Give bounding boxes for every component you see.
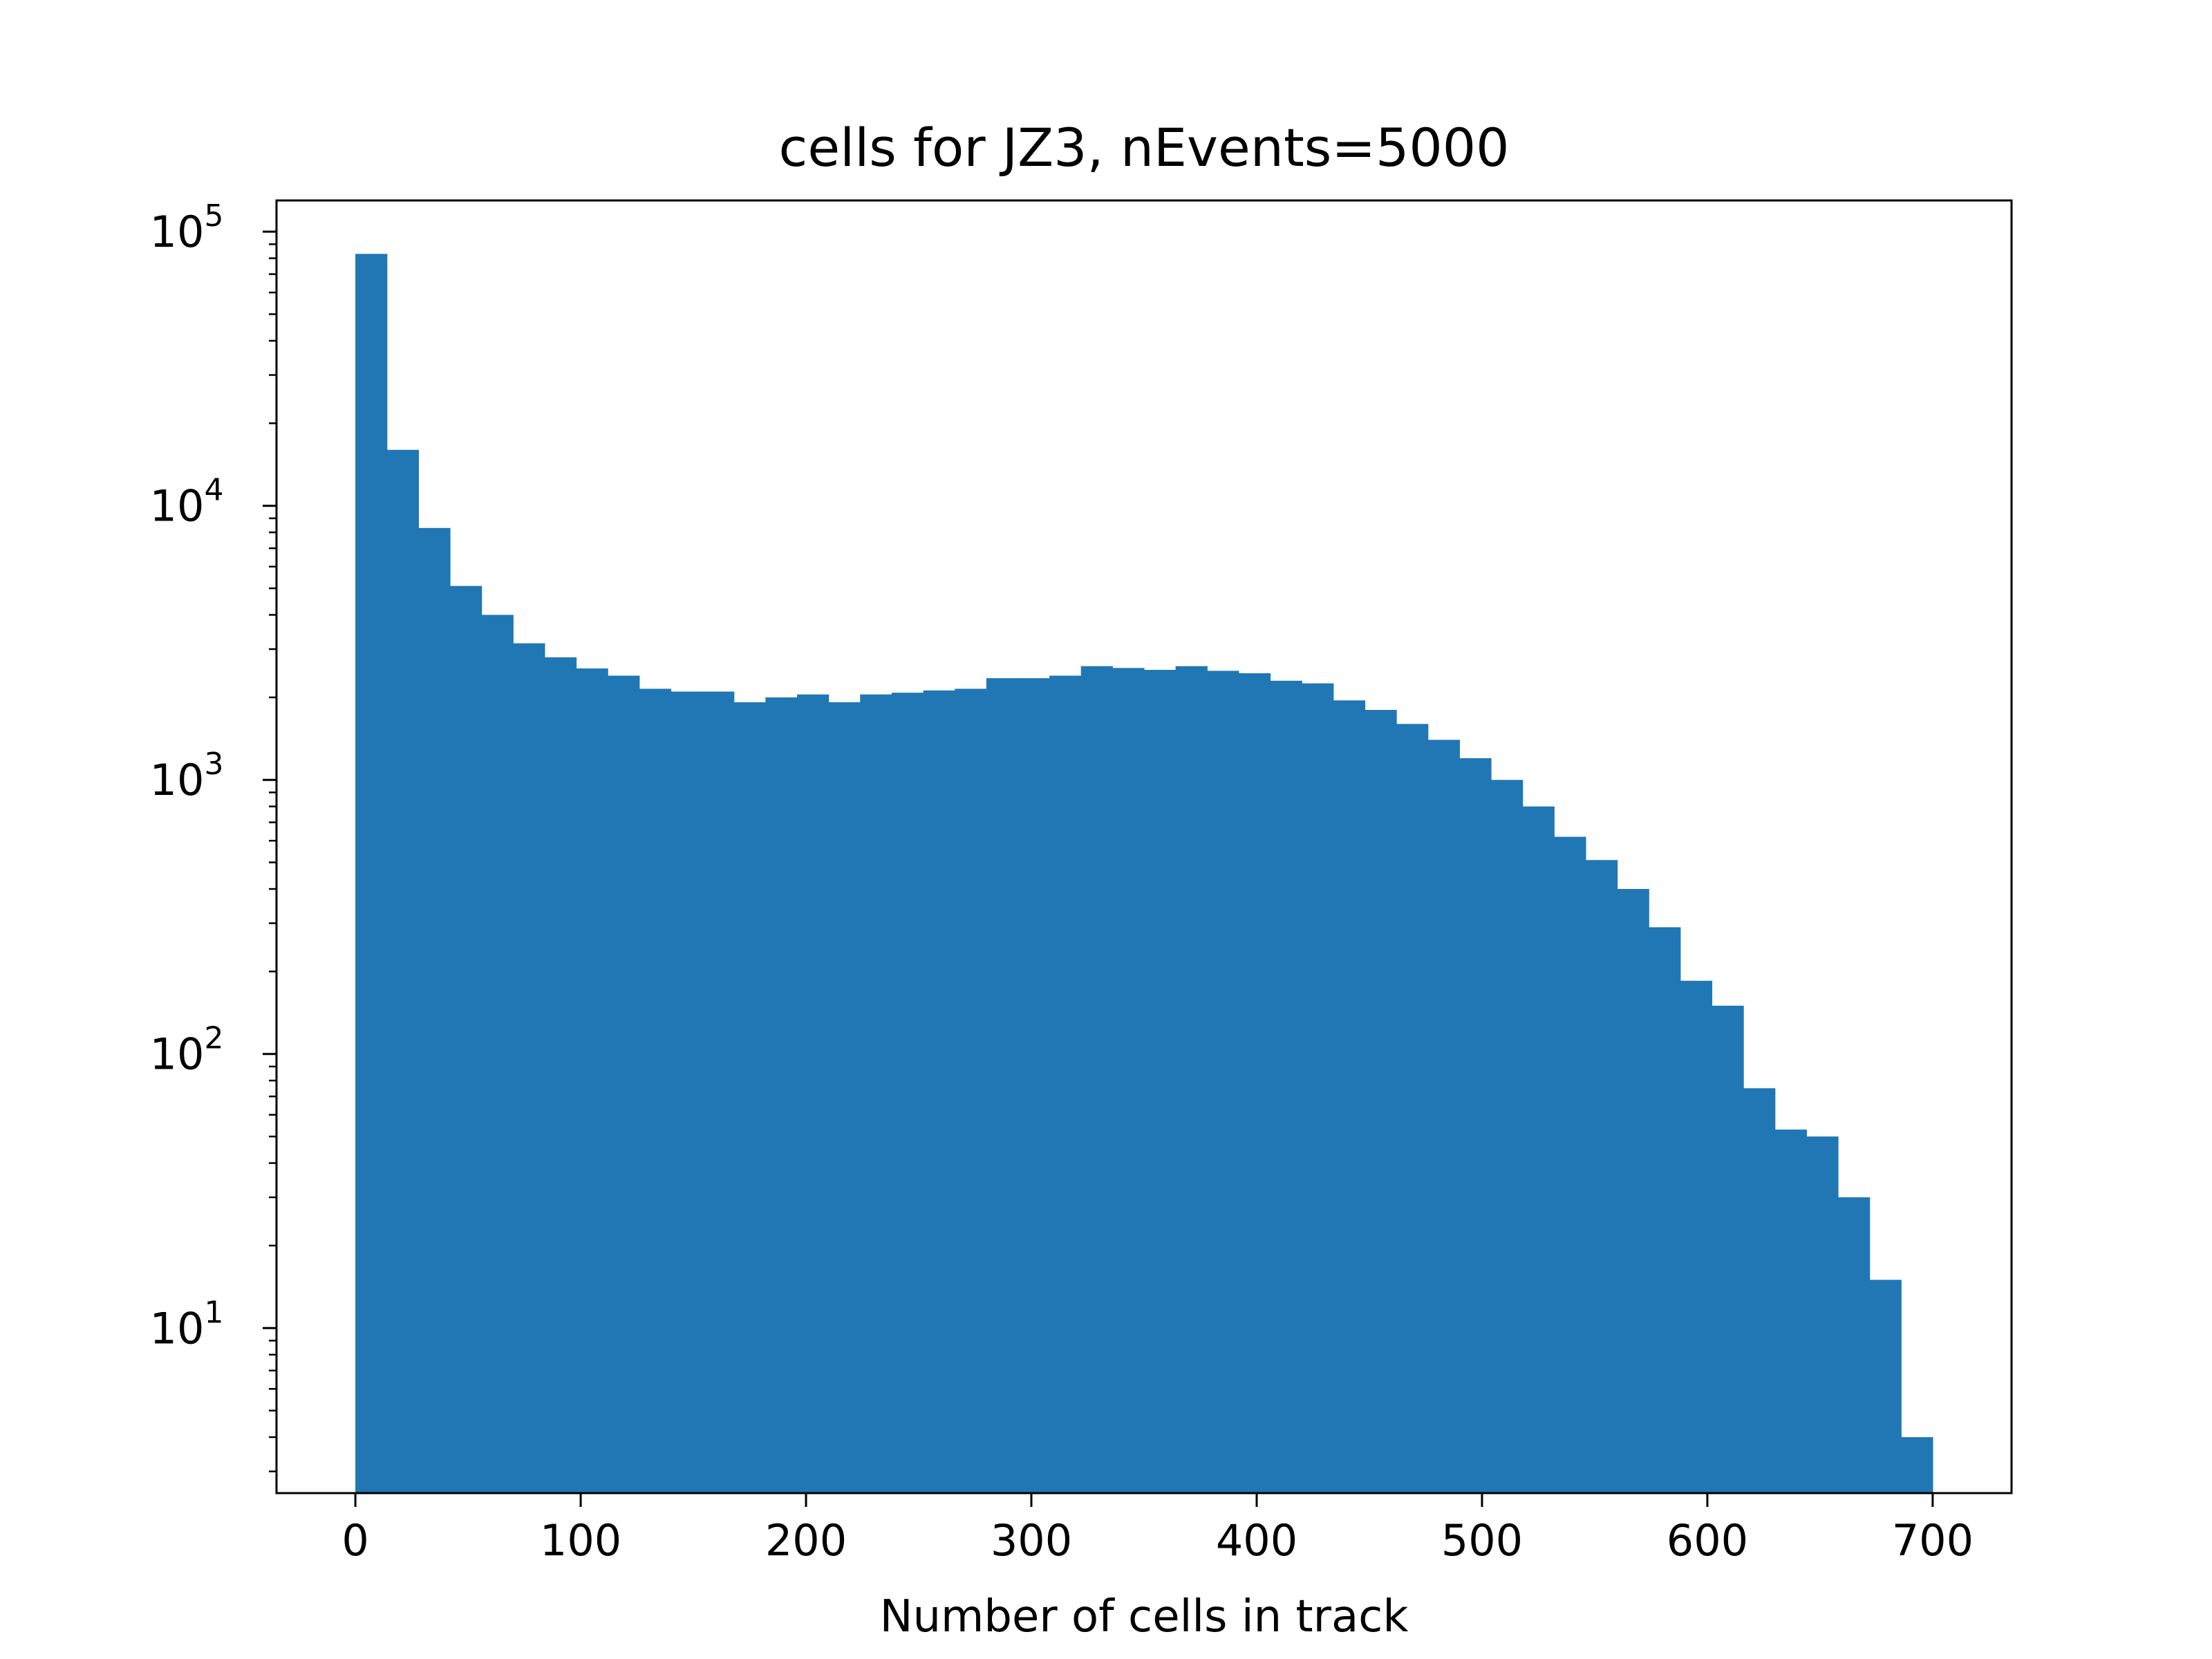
histogram-bar bbox=[1838, 1197, 1871, 1493]
histogram-bar bbox=[1049, 675, 1082, 1494]
x-tick-label: 100 bbox=[540, 1515, 621, 1566]
histogram-bar bbox=[1774, 1130, 1807, 1493]
histogram-bar bbox=[544, 657, 577, 1494]
histogram-bar bbox=[1554, 836, 1586, 1493]
histogram-bar bbox=[355, 254, 388, 1493]
histogram-bar bbox=[860, 694, 892, 1493]
histogram-bar bbox=[1270, 680, 1302, 1493]
histogram-bar bbox=[1743, 1088, 1776, 1493]
histogram-bar bbox=[1680, 980, 1713, 1493]
histogram-bar bbox=[1018, 678, 1050, 1493]
histogram-bar bbox=[1901, 1437, 1933, 1493]
y-tick-label: 105 bbox=[150, 198, 224, 257]
x-tick-label: 300 bbox=[991, 1515, 1072, 1566]
x-tick-label: 400 bbox=[1216, 1515, 1297, 1566]
histogram-bar bbox=[1207, 671, 1239, 1494]
histogram-bar bbox=[671, 691, 703, 1494]
histogram-bar bbox=[891, 693, 924, 1493]
plot-area-frame bbox=[275, 199, 2013, 1494]
histogram-bar bbox=[1238, 673, 1271, 1494]
histogram-bar bbox=[1459, 758, 1492, 1493]
histogram-bar bbox=[828, 702, 861, 1493]
histogram-bar bbox=[450, 585, 482, 1494]
histogram-bar bbox=[1617, 889, 1649, 1493]
histogram-bar bbox=[955, 688, 987, 1494]
x-axis-ticks: 0 100 200 300 400 500 600 700 bbox=[341, 1493, 1974, 1566]
histogram-bar bbox=[639, 688, 672, 1494]
histogram-bar bbox=[1333, 700, 1366, 1493]
histogram-bar bbox=[481, 615, 514, 1493]
histogram-bar bbox=[733, 702, 766, 1493]
y-axis-ticks: 101 102 103 104 105 bbox=[150, 198, 276, 1472]
x-tick-label: 600 bbox=[1667, 1515, 1748, 1566]
histogram-bar bbox=[1491, 780, 1524, 1493]
histogram-bar bbox=[1144, 670, 1177, 1493]
chart-title: cells for JZ3, nEvents=5000 bbox=[779, 117, 1510, 178]
histogram-bar bbox=[1112, 668, 1145, 1493]
histogram-bar bbox=[1522, 806, 1555, 1493]
histogram-bar bbox=[608, 675, 640, 1494]
y-tick-label: 102 bbox=[150, 1021, 224, 1080]
y-tick-label: 103 bbox=[150, 747, 224, 805]
histogram-bar bbox=[797, 694, 830, 1493]
histogram-bar bbox=[1649, 927, 1681, 1493]
histogram-bar bbox=[1585, 860, 1618, 1493]
histogram-bar bbox=[513, 643, 545, 1493]
histogram-bar bbox=[1365, 710, 1397, 1493]
histogram-bar bbox=[1302, 683, 1334, 1493]
histogram-bar bbox=[765, 697, 798, 1493]
x-tick-label: 0 bbox=[341, 1515, 368, 1566]
histogram-bars bbox=[355, 254, 1933, 1494]
histogram-bar bbox=[1427, 740, 1460, 1493]
x-tick-label: 700 bbox=[1892, 1515, 1974, 1566]
histogram-bar bbox=[1806, 1136, 1839, 1493]
histogram-bar bbox=[1869, 1280, 1902, 1493]
histogram-bar bbox=[986, 678, 1019, 1493]
histogram-bar bbox=[702, 691, 735, 1494]
histogram-bar bbox=[1080, 666, 1113, 1494]
histogram-bar bbox=[1175, 666, 1208, 1494]
histogram-bar bbox=[1396, 724, 1429, 1493]
histogram-bar bbox=[1712, 1005, 1744, 1493]
histogram-bar bbox=[576, 668, 608, 1493]
y-tick-label: 104 bbox=[150, 473, 224, 532]
y-tick-label: 101 bbox=[150, 1295, 224, 1353]
x-tick-label: 200 bbox=[765, 1515, 847, 1566]
x-tick-label: 500 bbox=[1441, 1515, 1523, 1566]
histogram-bar bbox=[923, 690, 955, 1493]
histogram-bar bbox=[386, 449, 419, 1493]
x-axis-label: Number of cells in track bbox=[880, 1591, 1409, 1642]
histogram-bar bbox=[418, 527, 451, 1493]
